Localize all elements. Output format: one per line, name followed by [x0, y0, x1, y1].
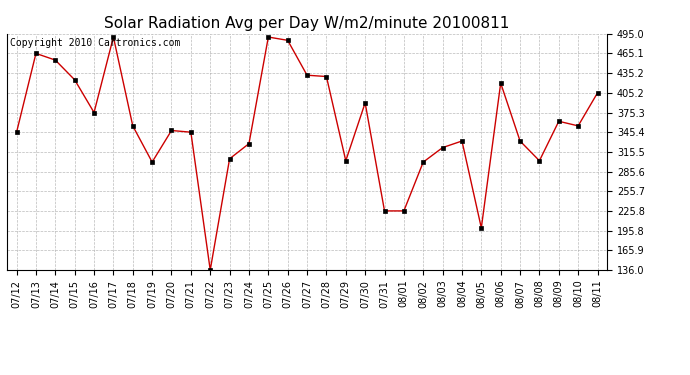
Text: Copyright 2010 Cartronics.com: Copyright 2010 Cartronics.com [10, 39, 180, 48]
Title: Solar Radiation Avg per Day W/m2/minute 20100811: Solar Radiation Avg per Day W/m2/minute … [104, 16, 510, 31]
